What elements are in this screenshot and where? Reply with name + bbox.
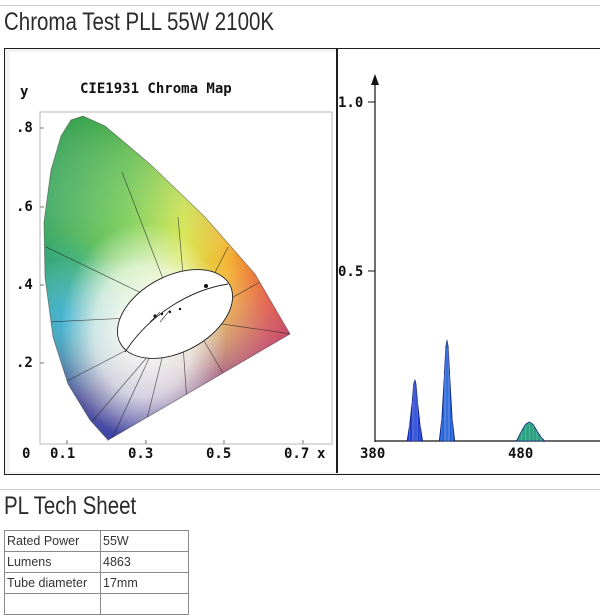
spectrum-peak-2 — [438, 339, 456, 442]
table-cell-value — [100, 593, 189, 615]
chroma-y-tick: .6 — [16, 199, 33, 215]
tech-sheet-table: Rated Power 55W Lumens 4863 Tube diamete… — [4, 530, 189, 615]
spectrum-x-tick: 380 — [360, 446, 385, 462]
table-cell-label — [4, 593, 101, 615]
chroma-map-title: CIE1931 Chroma Map — [80, 81, 232, 97]
table-row — [4, 593, 189, 615]
panel-divider — [336, 49, 338, 473]
chroma-y-tick: .4 — [16, 277, 33, 293]
table-cell-label: Lumens — [4, 551, 101, 573]
chroma-x-tick: 0.1 — [50, 446, 75, 462]
spectrum-chart: 1.0 0.5 380 480 — [338, 74, 600, 462]
spectrum-peak-3 — [515, 421, 546, 442]
top-rule — [0, 5, 600, 6]
table-cell-label: Tube diameter — [4, 572, 101, 594]
spectrum-y-tick: 0.5 — [338, 264, 363, 280]
chroma-x-axis-label: x — [317, 446, 326, 462]
table-cell-value: 55W — [100, 530, 189, 552]
page-title: Chroma Test PLL 55W 2100K — [4, 8, 275, 36]
chroma-y-axis-label: y — [20, 84, 29, 100]
cie-chroma-map-panel: CIE1931 Chroma Map y .8 .6 .4 .2 0 0.1 0… — [10, 52, 338, 472]
spectrum-peak-1 — [406, 379, 424, 442]
chroma-x-tick: 0.5 — [206, 446, 231, 462]
chroma-x-tick: 0 — [22, 446, 30, 462]
spectrum-y-axis-arrow — [371, 74, 379, 85]
chroma-y-tick: .8 — [16, 120, 33, 136]
cie-chroma-map: CIE1931 Chroma Map y .8 .6 .4 .2 0 0.1 0… — [16, 81, 333, 462]
chroma-y-tick: .2 — [16, 355, 33, 371]
spectrum-y-tick: 1.0 — [338, 95, 363, 111]
chroma-x-tick: 0.3 — [128, 446, 153, 462]
table-row: Tube diameter 17mm — [4, 572, 189, 594]
table-cell-value: 4863 — [100, 551, 189, 573]
table-row: Rated Power 55W — [4, 530, 189, 552]
spectrum-panel: 1.0 0.5 380 480 — [338, 49, 600, 473]
table-row: Lumens 4863 — [4, 551, 189, 573]
tech-sheet-title: PL Tech Sheet — [4, 492, 137, 520]
chroma-x-tick: 0.7 — [284, 446, 309, 462]
section-rule — [0, 489, 600, 490]
spectrum-x-tick: 480 — [508, 446, 533, 462]
table-cell-value: 17mm — [100, 572, 189, 594]
table-cell-label: Rated Power — [4, 530, 101, 552]
